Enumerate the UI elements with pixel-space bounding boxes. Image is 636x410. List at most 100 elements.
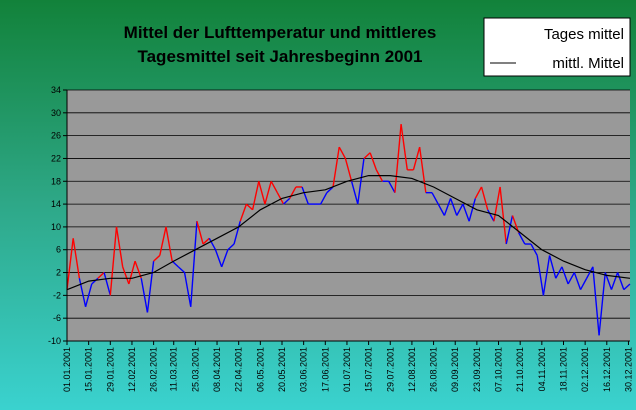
x-tick-label: 18.11.2001 xyxy=(558,347,568,391)
daily-mean-segment xyxy=(134,260,142,279)
daily-mean-segment xyxy=(567,272,575,285)
daily-mean-segment xyxy=(394,124,402,193)
x-tick-label: 15.01.2001 xyxy=(84,347,94,392)
daily-mean-segment xyxy=(499,186,507,245)
daily-mean-segment xyxy=(221,249,229,268)
x-tick-label: 25.03.2001 xyxy=(190,347,200,392)
daily-mean-segment xyxy=(548,255,557,279)
y-tick-label: 30 xyxy=(51,108,61,118)
plot-area xyxy=(67,90,630,341)
daily-mean-segment xyxy=(128,260,136,285)
y-tick-label: -6 xyxy=(53,313,61,323)
daily-mean-segment xyxy=(616,272,625,290)
legend: Tages mittel mittl. Mittel xyxy=(483,17,631,77)
x-tick-label: 07.10.2001 xyxy=(494,347,504,392)
daily-mean-segment xyxy=(103,272,111,296)
daily-mean-segment xyxy=(227,243,235,251)
daily-mean-segment xyxy=(159,226,167,256)
x-tick-label: 06.05.2001 xyxy=(255,347,265,392)
x-tick-label: 11.03.2001 xyxy=(169,347,179,391)
daily-mean-segment xyxy=(258,181,266,205)
daily-mean-segment xyxy=(122,266,130,285)
daily-mean-segment xyxy=(443,198,452,216)
x-tick-label: 29.07.2001 xyxy=(385,347,395,392)
daily-mean-segment xyxy=(555,266,563,279)
daily-mean-segment xyxy=(418,146,427,193)
daily-mean-segment xyxy=(338,146,347,159)
daily-mean-segment xyxy=(177,266,186,274)
y-tick-label: 14 xyxy=(51,199,61,209)
daily-mean-segment xyxy=(276,192,285,205)
daily-mean-segment xyxy=(474,186,483,199)
daily-mean-segment xyxy=(518,232,526,245)
daily-mean-segment xyxy=(208,237,217,251)
x-tick-label: 29.01.2001 xyxy=(105,347,115,392)
x-tick-labels: 01.01.2001 15.01.2001 29.01.2001 12.02.2001… xyxy=(62,347,633,392)
series-layer xyxy=(66,124,631,336)
y-tick-label: 22 xyxy=(51,153,61,163)
daily-mean-segment xyxy=(579,277,588,290)
legend-entry-mean: mittl. Mittel xyxy=(552,55,624,72)
x-tick-label: 02.12.2001 xyxy=(580,347,590,392)
daily-mean-segment xyxy=(109,226,118,296)
daily-mean-segment xyxy=(610,272,619,290)
daily-mean-segment xyxy=(462,203,470,222)
daily-mean-segment xyxy=(456,203,464,216)
daily-mean-segment xyxy=(493,186,501,222)
y-tick-label: -10 xyxy=(48,336,61,346)
y-tick-label: 18 xyxy=(51,176,61,186)
daily-mean-segment xyxy=(153,254,161,262)
daily-mean-segment xyxy=(183,272,192,307)
daily-mean-segment xyxy=(239,203,248,222)
x-tick-label: 16.12.2001 xyxy=(602,347,612,392)
daily-mean-segment xyxy=(505,215,514,245)
y-tick-label: 6 xyxy=(56,245,61,255)
chart-title-line-2: Tagesmittel seit Jahresbeginn 2001 xyxy=(137,47,422,66)
daily-mean-segment xyxy=(363,152,371,159)
y-tick-label: 34 xyxy=(51,85,61,95)
daily-mean-segment xyxy=(468,198,477,222)
daily-mean-segment xyxy=(140,278,149,313)
daily-mean-segment xyxy=(66,238,74,290)
legend-box xyxy=(483,17,631,77)
x-tick-label: 20.05.2001 xyxy=(277,347,287,392)
daily-mean-segment xyxy=(214,249,223,268)
running-mean-line xyxy=(66,175,631,291)
x-tick-label: 12.08.2001 xyxy=(407,347,417,392)
daily-mean-segment xyxy=(344,158,353,182)
daily-mean-segment xyxy=(78,278,87,307)
daily-mean-segment xyxy=(369,152,377,171)
x-tick-label: 22.04.2001 xyxy=(234,347,244,392)
daily-mean-segment xyxy=(388,180,396,194)
x-tick-label: 01.07.2001 xyxy=(342,347,352,392)
x-tick-label: 30.12.2001 xyxy=(623,347,633,392)
daily-mean-segment xyxy=(97,272,105,279)
y-tick-label: -2 xyxy=(53,290,61,300)
daily-mean-segment xyxy=(320,192,328,205)
y-tick-label: 26 xyxy=(51,131,61,141)
daily-mean-segment xyxy=(592,266,600,336)
x-tick-label: 01.01.2001 xyxy=(62,347,72,392)
x-tick-label: 17.06.2001 xyxy=(320,347,330,392)
legend-entry-daily: Tages mittel xyxy=(544,26,624,43)
daily-mean-segment xyxy=(542,255,551,296)
x-tick-label: 04.11.2001 xyxy=(537,347,547,391)
daily-mean-segment xyxy=(171,260,179,268)
x-tick-label: 09.09.2001 xyxy=(450,347,460,392)
y-tick-labels: 34 30 26 22 18 14 10 6 2 -2 -6 -10 xyxy=(48,85,61,346)
daily-mean-segment xyxy=(270,180,278,194)
y-tick-label: 10 xyxy=(51,222,61,232)
daily-mean-segment xyxy=(251,181,260,210)
daily-mean-segment xyxy=(115,226,124,267)
daily-mean-segment xyxy=(573,272,582,290)
daily-mean-segment xyxy=(561,266,569,285)
daily-mean-segment xyxy=(431,192,439,205)
daily-mean-segment xyxy=(480,186,489,210)
y-tick-label: 2 xyxy=(56,268,61,278)
daily-mean-segment xyxy=(623,283,631,291)
daily-mean-segment xyxy=(332,146,340,188)
daily-mean-segment xyxy=(357,158,365,205)
daily-mean-segment xyxy=(245,203,254,211)
